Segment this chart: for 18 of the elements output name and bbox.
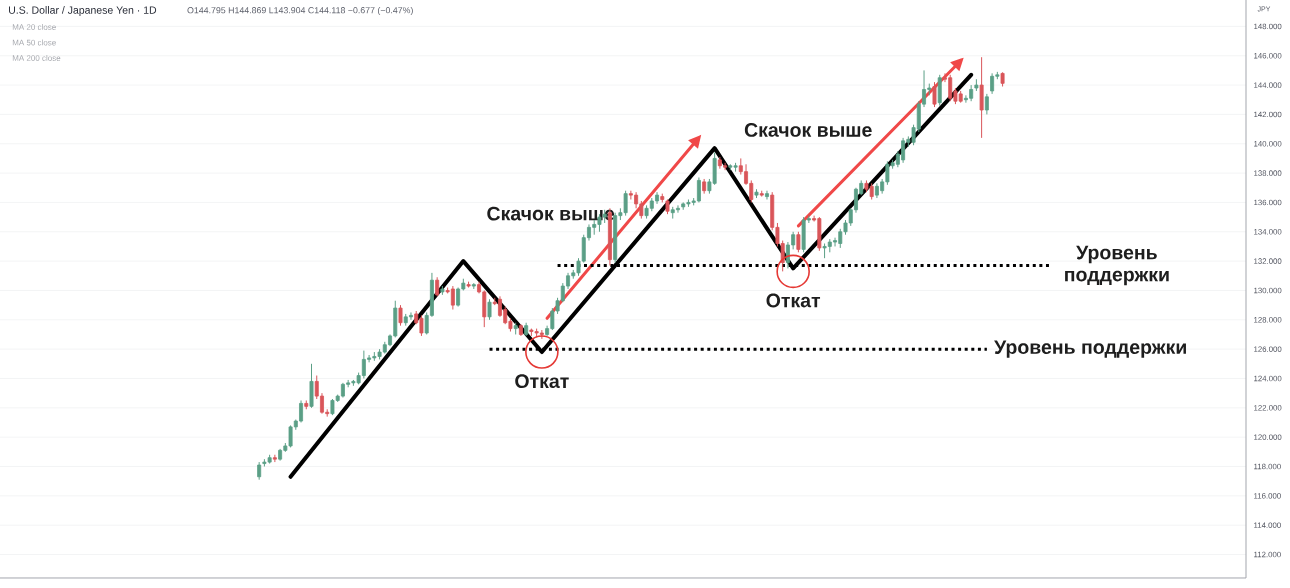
candlestick	[984, 93, 989, 115]
annotation: MA 200 close	[12, 55, 61, 61]
series-label: Уровень поддержки	[994, 340, 1186, 358]
candlestick	[272, 454, 277, 463]
annotation: MA 50 close	[12, 39, 56, 46]
legend-label: Откат	[766, 293, 821, 308]
legend-label: Откат	[515, 374, 569, 389]
candlestick	[932, 81, 937, 108]
candlestick	[398, 304, 403, 327]
text: O144.795 H144.869 L143.904 C144.118 −0.677 (−0.47%)	[187, 6, 413, 16]
point	[776, 254, 810, 289]
series-label: Уровень поддержки	[1065, 245, 1169, 286]
text: U.S. Dollar / Japanese Yen · 1D	[9, 6, 157, 16]
point	[525, 335, 559, 369]
annotation: MA 20 close	[12, 24, 56, 30]
candlestick	[487, 298, 492, 321]
series-label: Скачок выше	[744, 123, 872, 137]
candlestick	[796, 231, 801, 253]
